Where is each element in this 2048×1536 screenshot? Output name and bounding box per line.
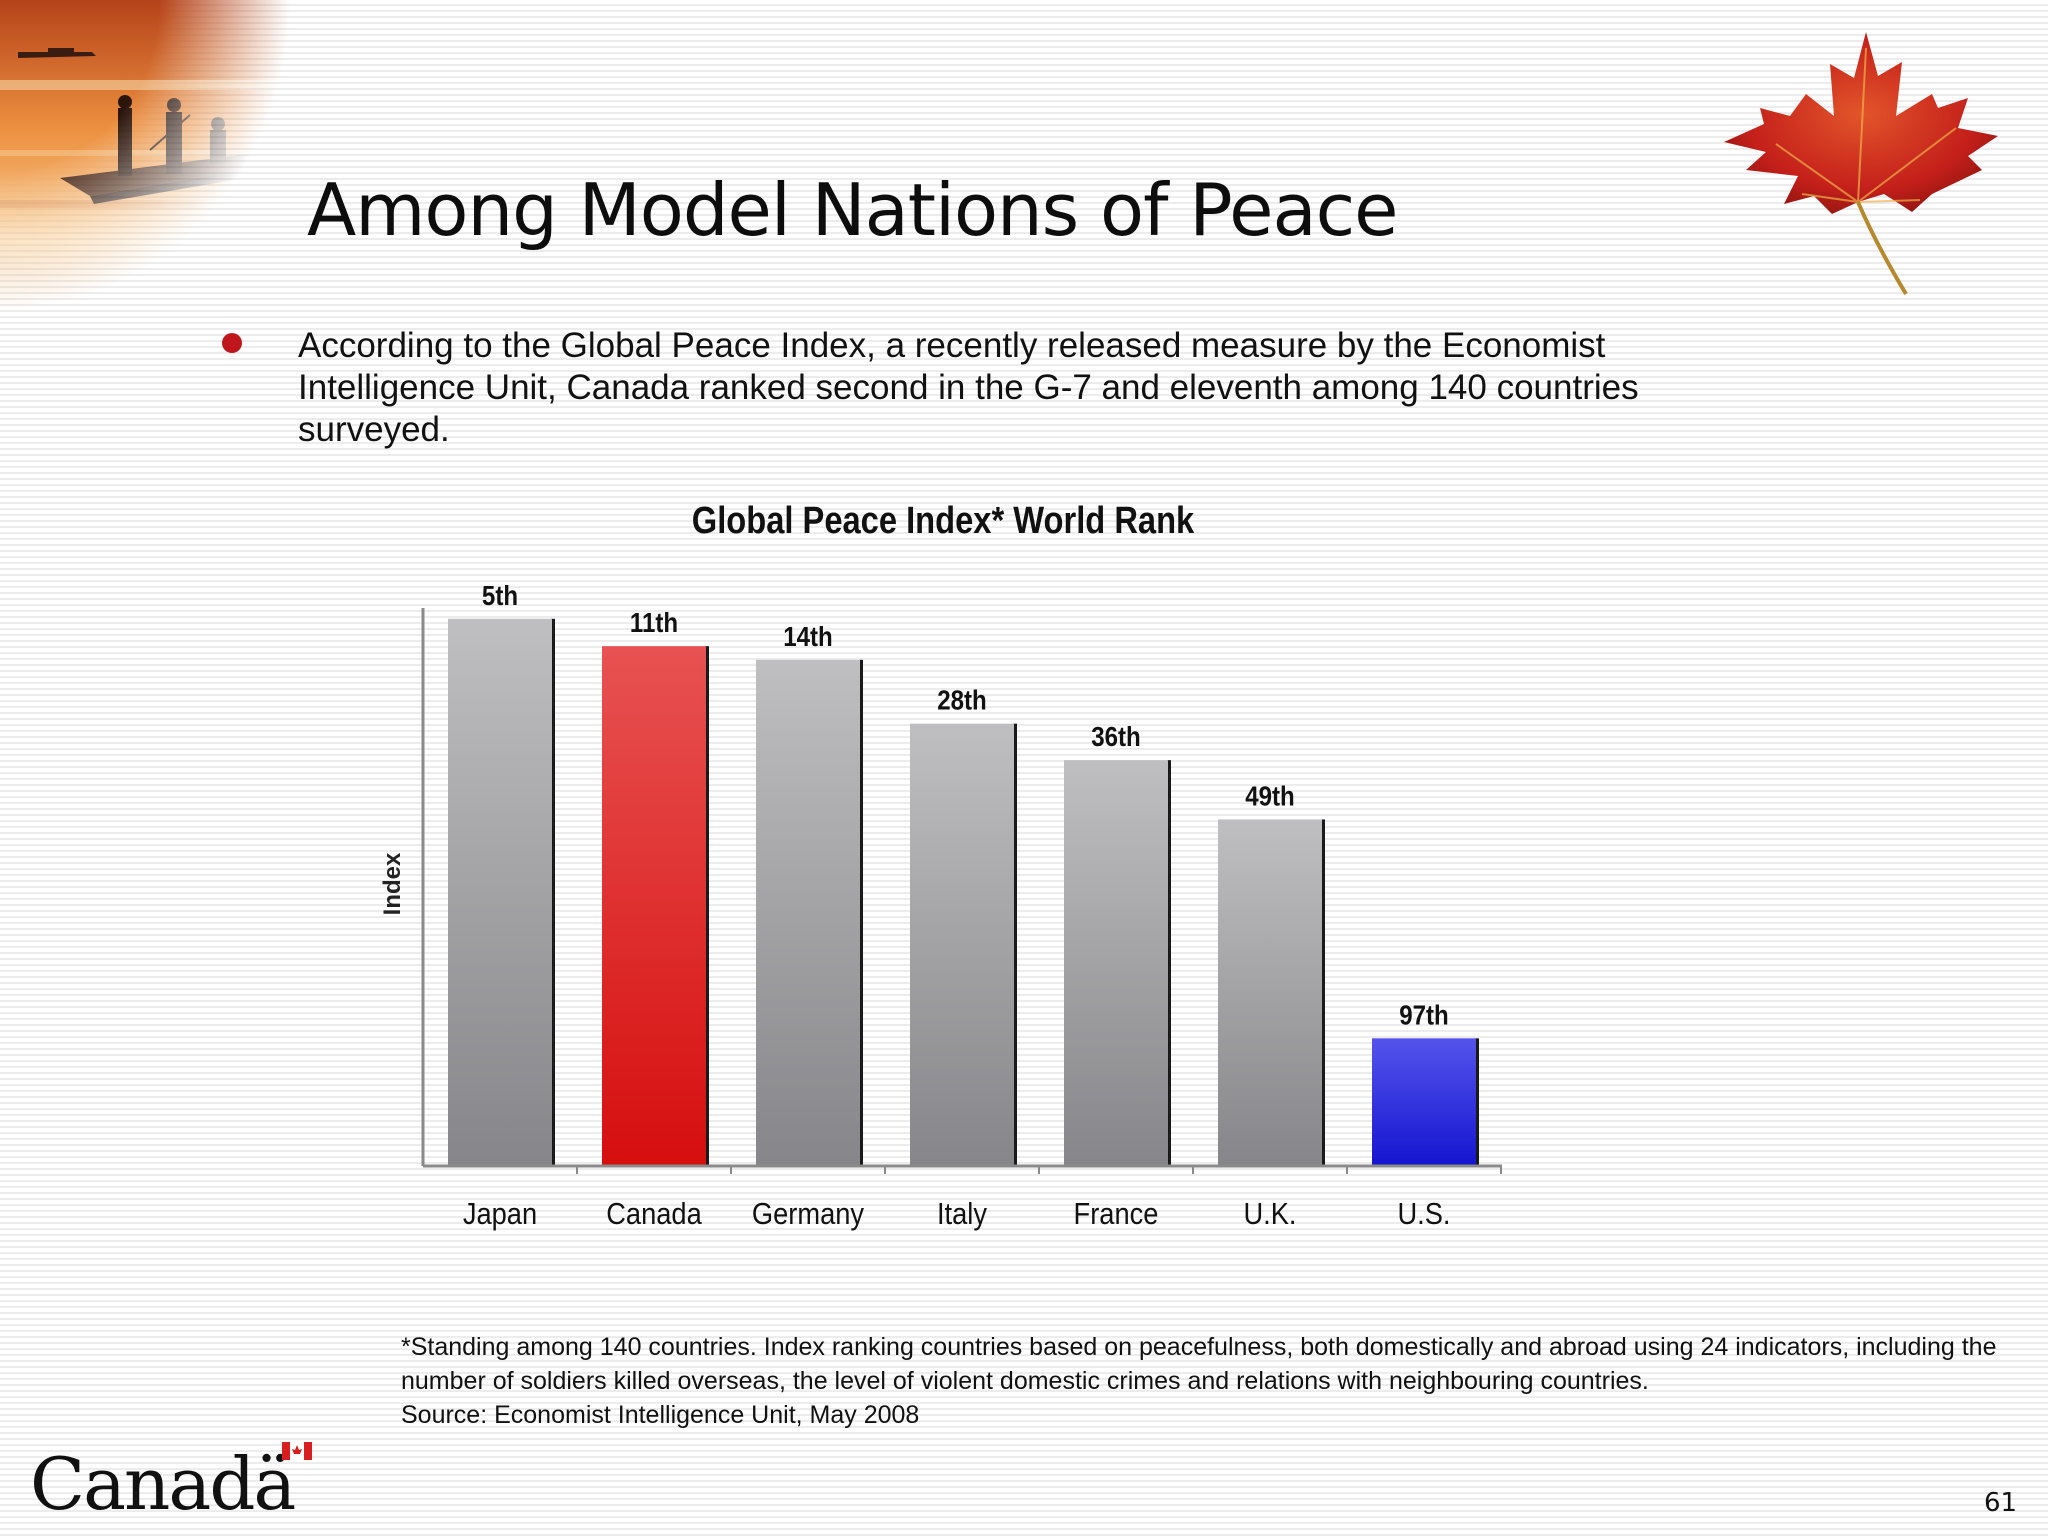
- bar-chart: Index 5th Japan 11th Canada 14th Germany 28th I…: [379, 579, 1502, 1231]
- footnote-line: *Standing among 140 countries. Index ran…: [401, 1333, 1997, 1361]
- canada-flag-icon: [282, 1442, 312, 1460]
- bar-shadow-france: [1167, 760, 1171, 1166]
- bar-italy: [910, 723, 1014, 1166]
- data-label: 36th: [1091, 720, 1141, 752]
- x-tick-label: Japan: [463, 1197, 537, 1231]
- source-line: Source: Economist Intelligence Unit, May…: [401, 1401, 920, 1429]
- y-axis-label: Index: [379, 852, 406, 915]
- x-tick-label: Canada: [606, 1197, 702, 1231]
- canada-wordmark: Canadä: [30, 1440, 312, 1524]
- bar-shadow-italy: [1013, 723, 1017, 1166]
- x-tick-label: France: [1074, 1197, 1159, 1231]
- chart-title: Global Peace Index* World Rank: [691, 500, 1195, 542]
- data-label: 5th: [482, 579, 518, 611]
- x-tick-label: Germany: [752, 1197, 865, 1231]
- data-label: 49th: [1245, 780, 1295, 812]
- bar-canada: [602, 646, 706, 1166]
- canada-wordmark-text: Canadä: [30, 1442, 296, 1526]
- lake-photo: [0, 0, 300, 320]
- maple-leaf-icon: [1724, 32, 1998, 296]
- data-label: 28th: [937, 684, 987, 716]
- data-label: 14th: [783, 620, 833, 652]
- x-tick-label: U.K.: [1243, 1197, 1296, 1231]
- bar-shadow-canada: [705, 646, 709, 1166]
- page-number: 61: [1984, 1488, 2018, 1518]
- bar-shadow-u-s: [1475, 1038, 1479, 1166]
- bar-shadow-u-k: [1321, 819, 1325, 1166]
- bullet-icon: [222, 333, 242, 353]
- x-tick-label: U.S.: [1397, 1197, 1450, 1231]
- bar-u-s: [1372, 1038, 1476, 1166]
- bar-germany: [756, 659, 860, 1166]
- bar-france: [1064, 760, 1168, 1166]
- footnote-line: number of soldiers killed overseas, the …: [401, 1367, 1649, 1395]
- x-tick-label: Italy: [937, 1197, 987, 1231]
- bar-japan: [448, 618, 552, 1166]
- bar-shadow-germany: [859, 659, 863, 1166]
- intro-text: According to the Global Peace Index, a r…: [298, 326, 1639, 449]
- bar-shadow-japan: [551, 618, 555, 1166]
- bar-u-k: [1218, 819, 1322, 1166]
- data-label: 97th: [1399, 999, 1449, 1031]
- slide-title: Among Model Nations of Peace: [307, 168, 1398, 252]
- data-label: 11th: [630, 606, 678, 638]
- footnote: *Standing among 140 countries. Index ran…: [401, 1330, 1997, 1432]
